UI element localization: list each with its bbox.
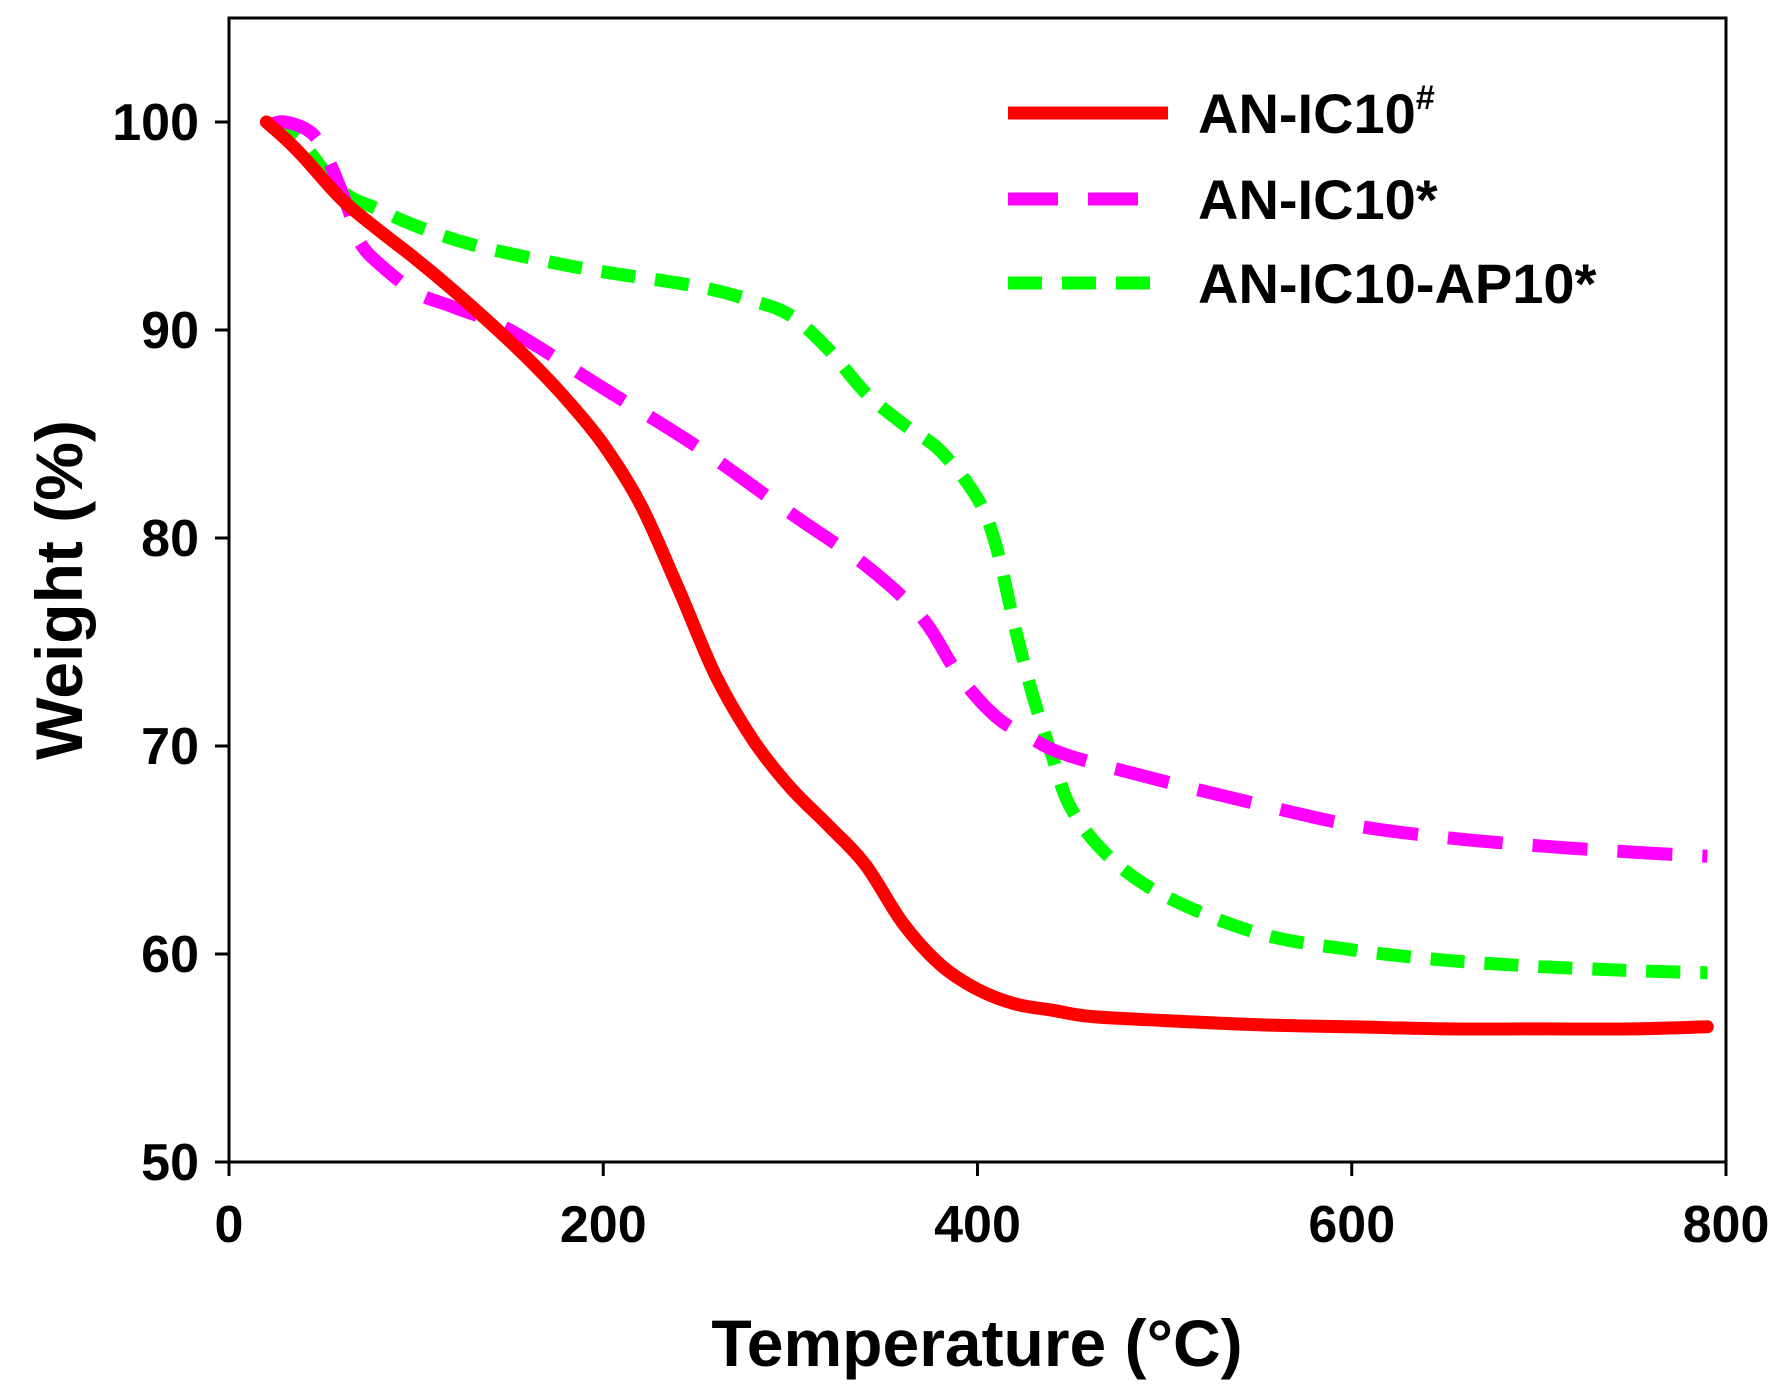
x-tick-label: 600 — [1308, 1196, 1395, 1254]
y-axis-title: Weight (%) — [22, 420, 96, 760]
y-tick-label: 90 — [141, 302, 199, 360]
y-tick-label: 80 — [141, 510, 199, 568]
legend-mark: * — [1416, 168, 1438, 231]
x-axis-title: Temperature (°C) — [711, 1306, 1242, 1380]
x-tick-label: 400 — [934, 1196, 1021, 1254]
y-tick-label: 70 — [141, 718, 199, 776]
legend-mark: * — [1575, 252, 1597, 315]
legend-name: AN-IC10 — [1198, 168, 1416, 231]
x-tick-label: 200 — [560, 1196, 647, 1254]
y-axis-ticks: 50 60 70 80 90 100 — [112, 94, 229, 1192]
y-tick-label: 60 — [141, 926, 199, 984]
series-line-an-ic10-ap10-star — [263, 116, 1708, 980]
legend: AN-IC10#AN-IC10*AN-IC10-AP10* — [1008, 79, 1597, 315]
y-tick-label: 100 — [112, 94, 199, 152]
series-line-an-ic10-star — [264, 115, 1708, 863]
legend-label-an-ic10-star: AN-IC10* — [1198, 168, 1438, 231]
legend-mark: # — [1416, 79, 1435, 117]
x-tick-label: 0 — [215, 1196, 244, 1254]
legend-name: AN-IC10 — [1198, 82, 1416, 145]
legend-name: AN-IC10-AP10 — [1198, 252, 1575, 315]
series-line-an-ic10-hash — [259, 115, 1714, 1036]
x-axis-ticks: 0 200 400 600 800 — [215, 1162, 1770, 1254]
legend-label-an-ic10-hash: AN-IC10# — [1198, 79, 1435, 145]
x-tick-label: 800 — [1683, 1196, 1770, 1254]
legend-label-an-ic10-ap10-star: AN-IC10-AP10* — [1198, 252, 1597, 315]
y-tick-label: 50 — [141, 1134, 199, 1192]
series-layer — [259, 115, 1714, 1036]
